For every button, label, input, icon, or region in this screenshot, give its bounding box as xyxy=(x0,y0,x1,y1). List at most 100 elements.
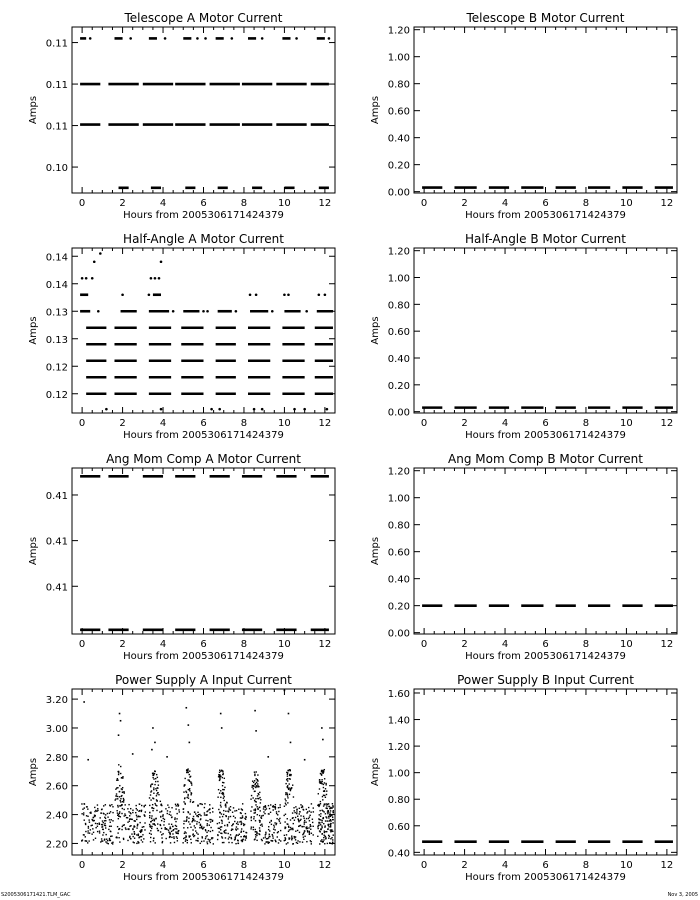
x-tick-label: 6 xyxy=(200,639,206,650)
data-point xyxy=(303,407,306,411)
y-tick-label: 2.20 xyxy=(46,839,68,850)
y-tick-label: 3.00 xyxy=(46,724,68,735)
y-tick-label: 0.00 xyxy=(388,629,410,640)
data-point xyxy=(278,810,280,813)
data-point xyxy=(291,828,293,830)
x-tick-label: 10 xyxy=(278,418,291,429)
data-point xyxy=(126,817,129,819)
data-point xyxy=(226,823,229,826)
data-point xyxy=(327,811,330,813)
data-point xyxy=(312,811,315,813)
data-point xyxy=(138,837,140,839)
y-tick-label: 0.20 xyxy=(388,381,410,392)
data-point xyxy=(170,814,172,816)
data-point xyxy=(199,813,201,816)
data-point xyxy=(254,812,256,814)
data-point xyxy=(87,830,89,832)
data-point xyxy=(303,838,305,841)
data-point xyxy=(268,807,271,810)
x-tick-label: 4 xyxy=(502,860,508,871)
data-point xyxy=(94,810,96,813)
chart-panel: Half-Angle B Motor Current 0 2 4 6 8 10 12 0.00 0… xyxy=(370,232,678,441)
data-point xyxy=(189,835,191,837)
data-point xyxy=(234,817,237,819)
data-point xyxy=(271,840,273,842)
x-tick-label: 12 xyxy=(319,860,332,871)
data-point xyxy=(259,791,261,794)
data-point xyxy=(325,803,328,805)
data-point xyxy=(89,812,91,814)
data-point xyxy=(155,789,158,792)
data-point xyxy=(185,836,187,838)
data-point xyxy=(122,797,125,800)
data-point xyxy=(108,819,111,821)
chart-panel: Ang Mom Comp B Motor Current 0 2 4 6 8 10 12 0.0… xyxy=(370,452,678,662)
data-point xyxy=(120,772,122,775)
data-point xyxy=(87,758,89,761)
x-tick-label: 0 xyxy=(79,418,85,429)
data-point xyxy=(270,839,272,842)
data-point xyxy=(331,803,334,805)
data-point xyxy=(258,806,261,808)
data-point xyxy=(108,828,110,831)
data-point xyxy=(228,836,230,838)
data-point xyxy=(149,836,152,839)
data-point xyxy=(118,712,121,715)
data-point xyxy=(323,782,326,784)
plot-frame xyxy=(71,26,336,194)
data-point xyxy=(221,837,224,839)
data-point xyxy=(192,829,194,831)
data-point xyxy=(225,829,227,831)
data-point xyxy=(222,791,224,794)
data-point xyxy=(187,795,189,797)
data-point xyxy=(328,835,331,838)
data-point xyxy=(299,811,301,813)
y-tick-label: 0.14 xyxy=(46,280,68,291)
data-point xyxy=(184,840,187,842)
data-point xyxy=(240,817,243,819)
data-point xyxy=(187,793,189,796)
data-point xyxy=(239,821,241,823)
data-point xyxy=(186,839,189,842)
data-point xyxy=(147,293,151,297)
data-point xyxy=(263,811,265,813)
x-tick-label: 2 xyxy=(461,639,467,650)
data-point xyxy=(153,773,155,776)
data-point xyxy=(178,809,180,811)
data-point xyxy=(127,808,129,810)
data-point xyxy=(115,836,118,838)
data-point xyxy=(128,815,131,817)
data-point xyxy=(241,803,244,805)
data-point xyxy=(190,792,193,795)
data-point xyxy=(303,819,306,822)
data-point xyxy=(136,816,138,818)
data-point xyxy=(241,816,244,819)
data-point xyxy=(168,831,170,833)
data-point xyxy=(216,822,219,825)
data-point xyxy=(199,827,201,829)
data-point xyxy=(190,842,193,844)
data-point xyxy=(322,816,325,819)
data-point xyxy=(217,776,220,778)
data-point xyxy=(287,712,290,715)
data-point xyxy=(306,811,309,813)
data-point xyxy=(267,842,269,844)
data-point xyxy=(300,815,302,817)
data-point xyxy=(119,799,121,802)
data-point xyxy=(218,773,220,776)
data-point xyxy=(205,819,207,822)
data-point xyxy=(108,812,111,814)
data-point xyxy=(240,823,242,826)
data-point xyxy=(221,822,223,824)
data-point xyxy=(321,825,323,827)
data-point xyxy=(169,827,171,830)
y-tick-label: 0.00 xyxy=(388,408,410,419)
y-tick-label: 0.40 xyxy=(388,354,410,365)
data-point xyxy=(326,820,329,822)
x-tick-label: 12 xyxy=(661,639,674,650)
y-tick-label: 1.20 xyxy=(388,742,410,753)
data-point xyxy=(277,831,280,833)
data-point xyxy=(118,796,121,798)
data-point xyxy=(120,776,123,779)
data-point xyxy=(245,835,247,837)
